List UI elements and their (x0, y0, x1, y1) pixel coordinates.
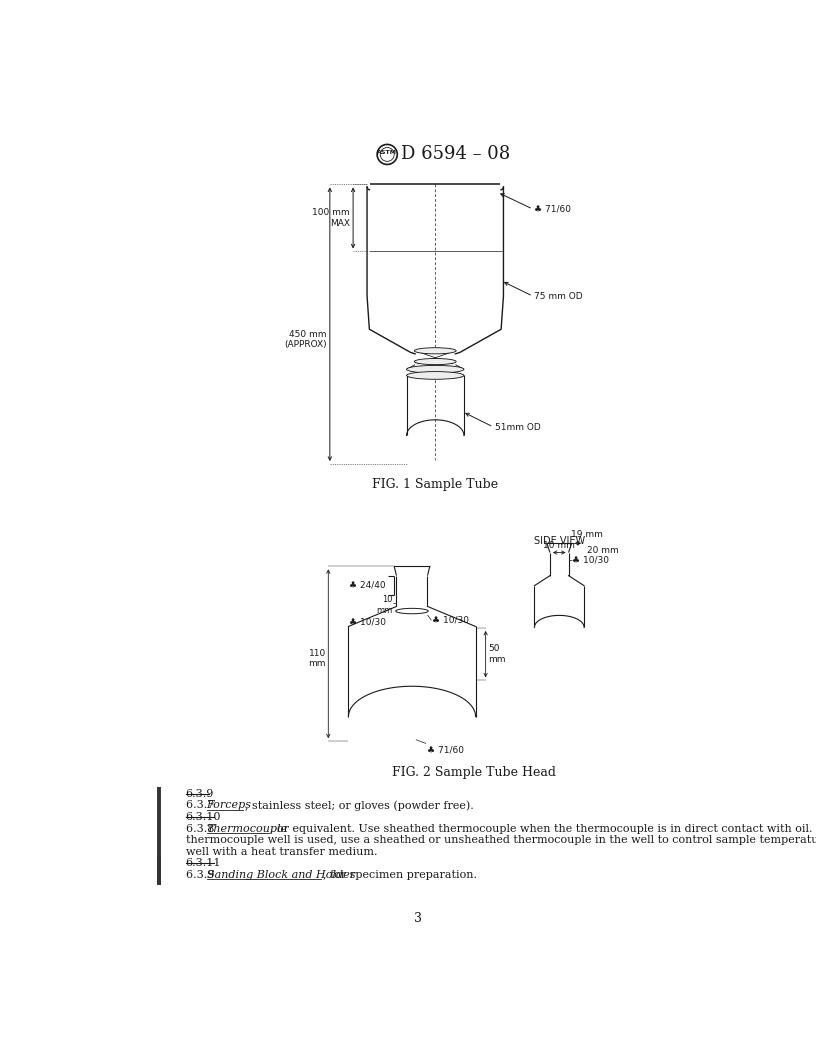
Text: D 6594 – 08: D 6594 – 08 (401, 146, 510, 164)
Text: FIG. 2 Sample Tube Head: FIG. 2 Sample Tube Head (392, 766, 556, 779)
Text: , or equivalent. Use sheathed thermocouple when the thermocouple is in direct co: , or equivalent. Use sheathed thermocoup… (270, 824, 816, 833)
Text: 110
mm: 110 mm (308, 648, 326, 668)
Text: Forceps: Forceps (206, 800, 251, 810)
Text: well with a heat transfer medium.: well with a heat transfer medium. (186, 847, 377, 856)
Text: 75 mm OD: 75 mm OD (534, 291, 583, 301)
Text: 6.3.8: 6.3.8 (186, 824, 218, 833)
Text: 6.3.9: 6.3.9 (186, 789, 214, 799)
Ellipse shape (415, 347, 456, 354)
Text: 6.3.9: 6.3.9 (186, 870, 218, 880)
Text: thermocouple well is used, use a sheathed or unsheathed thermocouple in the well: thermocouple well is used, use a sheathe… (186, 835, 816, 845)
Text: 100 mm
MAX: 100 mm MAX (313, 208, 350, 228)
Text: ♣ 71/60: ♣ 71/60 (428, 746, 464, 754)
Text: 19 mm: 19 mm (571, 530, 603, 540)
Text: ♣ 10/30: ♣ 10/30 (573, 555, 610, 565)
Ellipse shape (415, 358, 456, 364)
Text: 6.3.10: 6.3.10 (186, 812, 221, 822)
Ellipse shape (406, 372, 464, 379)
Text: 20 mm: 20 mm (588, 546, 619, 554)
Ellipse shape (406, 365, 464, 373)
Text: 50
mm: 50 mm (488, 644, 505, 664)
Text: 6.3.11: 6.3.11 (186, 859, 221, 868)
Text: , for specimen preparation.: , for specimen preparation. (323, 870, 477, 880)
Text: 51mm OD: 51mm OD (495, 422, 541, 432)
Text: 10 mm: 10 mm (543, 542, 575, 550)
Text: Sanding Block and Holder: Sanding Block and Holder (206, 870, 355, 880)
Text: ♣ 10/30: ♣ 10/30 (432, 616, 469, 625)
Text: 6.3.7: 6.3.7 (186, 800, 217, 810)
Text: 3: 3 (415, 911, 422, 925)
Text: , stainless steel; or gloves (powder free).: , stainless steel; or gloves (powder fre… (245, 800, 473, 811)
Text: FIG. 1 Sample Tube: FIG. 1 Sample Tube (372, 477, 499, 491)
Text: ♣ 71/60: ♣ 71/60 (534, 205, 571, 213)
Text: SIDE VIEW: SIDE VIEW (534, 536, 585, 546)
Text: ♣ 24/40: ♣ 24/40 (349, 581, 386, 589)
Text: ASTM: ASTM (377, 150, 397, 155)
Text: ♣ 10/30: ♣ 10/30 (348, 618, 386, 626)
Text: 10
mm: 10 mm (376, 596, 392, 615)
Text: 450 mm
(APPROX): 450 mm (APPROX) (284, 329, 326, 350)
Text: Thermocouple: Thermocouple (206, 824, 288, 833)
